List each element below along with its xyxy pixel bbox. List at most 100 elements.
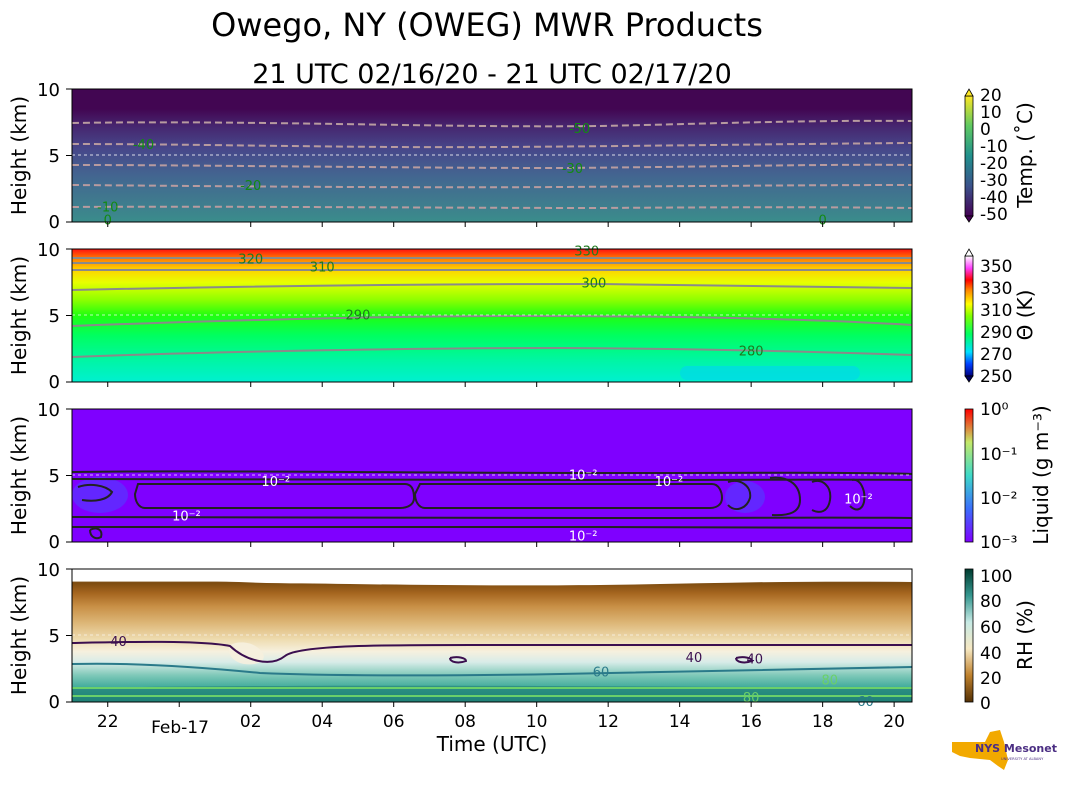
x-tick-label: 10	[526, 712, 548, 732]
contour-rh-40c	[735, 656, 754, 664]
nys-mesonet-logo: NYS Mesonet UNIVERSITY AT ALBANY	[952, 730, 1057, 770]
y-tick-label: 10	[37, 560, 60, 581]
time-axis: 22 02 04 06 08 10 12 14 16 18 20	[97, 222, 905, 732]
colorbar-extend-min	[964, 375, 974, 383]
contour-label: 40	[110, 635, 127, 650]
x-tick-label: 20	[883, 712, 905, 732]
contour-330	[71, 256, 913, 260]
y-tick-label: 0	[49, 692, 60, 713]
contour-label: 10⁻²	[655, 475, 684, 490]
contour-label: 40	[746, 652, 763, 667]
colorbar-tick-label: -40	[980, 188, 1008, 208]
y-tick-label: 5	[49, 146, 60, 167]
rh-colorbar	[964, 568, 974, 703]
contour-liquid-upper	[71, 477, 913, 482]
x-tick-label: 14	[669, 712, 691, 732]
y-tick-label: 10	[37, 400, 60, 421]
liquid-colorbar-ticks: 10⁰ 10⁻¹ 10⁻² 10⁻³	[980, 400, 1017, 553]
rh-dry-pocket	[228, 642, 264, 665]
rh-top-boundary	[72, 569, 912, 586]
colorbar-tick-label: 10	[980, 103, 1002, 123]
y-tick-label: 5	[49, 626, 60, 647]
contour-liquid-left	[77, 483, 114, 502]
contour-label: -10	[97, 200, 118, 215]
theta-low-patch	[680, 366, 860, 380]
rh-y-ticks: 0 5 10	[37, 560, 60, 713]
colorbar-tick-label: 330	[980, 279, 1012, 299]
contour-label: 300	[581, 277, 606, 292]
contour-300	[71, 282, 913, 291]
x-tick-label: 18	[812, 712, 834, 732]
theta-colorbar-label: Θ (K)	[1013, 290, 1037, 341]
contour-label: 80	[822, 674, 839, 689]
colorbar-tick-label: 20	[980, 669, 1002, 689]
theta-y-ticks: 0 5 10	[37, 240, 60, 393]
liquid-contour-labels: 10⁻² 10⁻² 10⁻² 10⁻² 10⁻² 10⁻²	[172, 469, 873, 545]
temperature-y-ticks: 0 5 10	[37, 80, 60, 233]
colorbar-tick-label: 310	[980, 301, 1012, 321]
contour-liquid-lower	[71, 515, 913, 520]
contour-label: -20	[240, 179, 261, 194]
liquid-contours	[71, 470, 913, 540]
contour-label: 10⁻²	[261, 475, 290, 490]
theta-contours	[71, 256, 913, 358]
ny-state-shape-icon	[952, 730, 1008, 770]
y-tick-label: 10	[37, 80, 60, 101]
contour-label: -30	[562, 162, 583, 177]
colorbar-tick-label: 100	[980, 567, 1012, 587]
colorbar-extend-max	[964, 248, 974, 257]
temperature-colorbar	[964, 95, 974, 217]
contour-label: 60	[593, 666, 610, 681]
y-tick-label: 5	[49, 466, 60, 487]
x-date-label: Feb-17	[151, 718, 209, 738]
contour-liquid-right	[727, 480, 752, 511]
contour-280	[71, 346, 913, 358]
contour-liquid-top	[71, 470, 913, 475]
contour-label: 290	[346, 309, 371, 324]
temperature-colorbar-label: Temp. (˚C)	[1013, 102, 1037, 209]
panel-potential-temperature: 330 320 310 300 290 280 0 5 10 Height (km) 35…	[7, 240, 1037, 393]
contour-liquid-right2	[769, 476, 802, 517]
contour-label: 0	[818, 214, 826, 229]
rh-colorbar-ticks: 100 80 60 40 20 0	[980, 567, 1012, 714]
rh-moist-band	[72, 685, 912, 702]
colorbar-extend-max	[964, 88, 974, 97]
y-tick-label: 5	[49, 306, 60, 327]
temperature-contour-labels: -50-40-30-20-100 0	[97, 122, 827, 229]
contour-label: 330	[574, 245, 599, 260]
colorbar-tick-label: 350	[980, 257, 1012, 277]
contour-290	[71, 314, 913, 327]
colorbar-tick-label: 270	[980, 345, 1012, 365]
temperature-colorbar-ticks: 20 10 0 -10 -20 -30 -40 -50	[980, 86, 1008, 225]
colorbar-tick-label: 250	[980, 367, 1012, 387]
contour-liquid-base	[71, 525, 913, 529]
contour-liquid-box2	[413, 483, 724, 509]
panel-liquid: 10⁻² 10⁻² 10⁻² 10⁻² 10⁻² 10⁻² 0 5 10 Height (…	[7, 400, 1053, 553]
colorbar-tick-label: 40	[980, 644, 1002, 664]
colorbar-tick-label: 0	[980, 120, 991, 140]
x-tick-label: 12	[597, 712, 619, 732]
colorbar-tick-label: 80	[980, 592, 1002, 612]
contour-rh-60	[71, 662, 913, 677]
theta-ylabel: Height (km)	[7, 256, 31, 375]
y-tick-label: 0	[49, 372, 60, 393]
contour-label: -50	[569, 122, 590, 137]
x-axis-label: Time (UTC)	[436, 732, 548, 756]
colorbar-tick-label: 0	[980, 694, 991, 714]
colorbar-tick-label: 20	[980, 86, 1002, 106]
contour-label: 310	[310, 261, 335, 276]
colorbar-tick-label: 10⁻²	[980, 489, 1017, 509]
contour-minus10	[71, 205, 913, 210]
x-tick-label: 02	[240, 712, 262, 732]
contour-label: 10⁻²	[569, 469, 598, 484]
colorbar-tick-label: -10	[980, 137, 1008, 157]
colorbar-tick-label: 10⁰	[980, 400, 1009, 420]
x-tick-label: 08	[454, 712, 476, 732]
contour-label: 320	[238, 253, 263, 268]
contour-label: 280	[739, 344, 764, 359]
contour-310	[71, 268, 913, 272]
theta-colorbar-ticks: 350 330 310 290 270 250	[980, 257, 1012, 387]
y-tick-label: 10	[37, 240, 60, 261]
colorbar-tick-label: -30	[980, 171, 1008, 191]
